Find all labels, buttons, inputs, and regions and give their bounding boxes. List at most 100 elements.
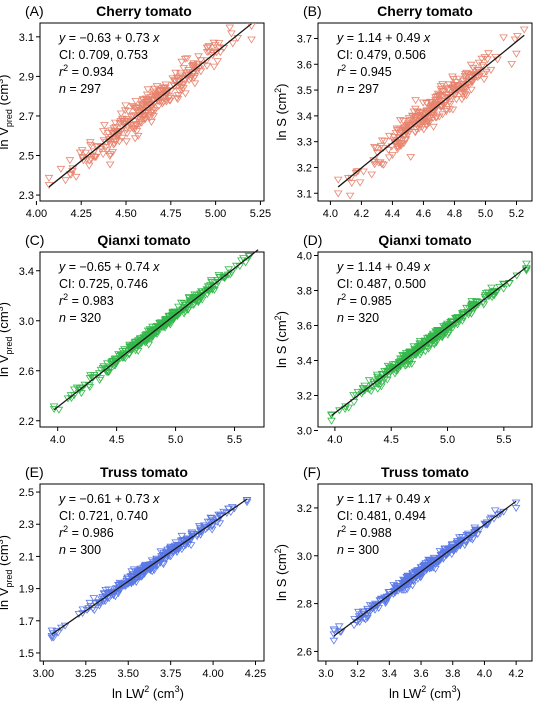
- data-point: [438, 552, 448, 559]
- data-point: [442, 108, 451, 116]
- data-point: [365, 602, 375, 610]
- panel-label: (B): [303, 3, 322, 19]
- y-axis-label: ln S (cm2): [273, 311, 289, 368]
- data-point: [349, 622, 359, 630]
- data-point: [433, 90, 443, 98]
- data-point: [247, 36, 256, 44]
- data-point: [399, 140, 409, 148]
- y-tick-label: 3.7: [297, 33, 312, 45]
- data-point: [202, 44, 212, 52]
- data-point: [166, 543, 176, 551]
- data-point: [380, 376, 389, 384]
- data-point: [177, 58, 187, 66]
- data-point: [457, 537, 467, 545]
- data-point: [122, 126, 132, 134]
- data-point: [49, 403, 59, 411]
- x-tick-label: 4.25: [245, 668, 266, 680]
- panel-title: Truss tomato: [381, 464, 469, 480]
- data-point: [412, 108, 422, 116]
- data-point: [467, 79, 477, 87]
- data-point: [54, 406, 64, 414]
- data-point: [345, 192, 355, 200]
- data-point: [173, 544, 182, 551]
- data-point: [427, 112, 436, 119]
- data-point: [168, 75, 178, 83]
- data-point: [65, 157, 75, 165]
- data-point: [431, 565, 440, 573]
- data-point: [179, 85, 188, 93]
- data-point: [215, 520, 225, 528]
- data-point: [429, 123, 438, 131]
- y-tick-label: 1.7: [19, 616, 34, 628]
- data-point: [95, 377, 104, 385]
- data-point: [467, 298, 477, 306]
- panel-label: (C): [25, 232, 44, 248]
- data-point: [165, 93, 175, 101]
- data-point: [152, 331, 162, 339]
- data-point: [84, 605, 93, 613]
- data-point: [333, 176, 343, 184]
- data-point: [75, 386, 85, 394]
- data-point: [159, 84, 169, 92]
- y-tick-label: 3.5: [297, 85, 312, 97]
- data-point: [422, 99, 431, 107]
- data-point: [381, 598, 391, 606]
- data-point: [411, 97, 420, 105]
- data-point: [479, 70, 489, 78]
- data-point: [180, 55, 190, 63]
- chart-panel-f: (F) Truss tomato 3.0 3.2 3.4 3.6 3.8 4.0 4.2 2.6 2…: [273, 464, 533, 680]
- data-point: [414, 113, 423, 121]
- data-point: [176, 72, 185, 80]
- x-tick-label: 3.00: [33, 668, 54, 680]
- data-point: [111, 137, 121, 145]
- data-point: [110, 355, 120, 363]
- data-point: [202, 286, 212, 294]
- x-tick-label: 4.0: [323, 208, 338, 220]
- data-point: [120, 107, 130, 115]
- y-tick-label: 3.1: [19, 32, 34, 44]
- y-tick-label: 3.2: [297, 162, 312, 174]
- data-point: [116, 110, 126, 118]
- data-point: [127, 124, 137, 132]
- data-point: [69, 386, 79, 394]
- y-tick-label: 2.3: [19, 190, 34, 202]
- data-point: [89, 607, 99, 615]
- data-point: [197, 527, 206, 535]
- data-point: [225, 24, 235, 32]
- data-point: [157, 100, 167, 108]
- data-point: [77, 384, 87, 392]
- data-point: [467, 310, 476, 318]
- data-point: [128, 112, 138, 120]
- data-point: [463, 530, 473, 538]
- data-point: [177, 532, 187, 540]
- data-point: [404, 115, 414, 123]
- y-axis-label: ln S (cm2): [273, 544, 289, 601]
- data-point: [146, 331, 155, 339]
- data-point: [107, 589, 117, 597]
- data-point: [144, 96, 154, 104]
- data-point: [206, 277, 216, 285]
- data-point: [100, 590, 110, 598]
- fit-line: [53, 249, 259, 411]
- data-point: [247, 23, 256, 30]
- data-point: [499, 34, 508, 42]
- data-point: [152, 555, 161, 563]
- data-point: [108, 149, 118, 157]
- x-tick-label: 3.4: [382, 668, 397, 680]
- y-tick-label: 3.0: [297, 426, 312, 438]
- y-tick-label: 3.4: [297, 111, 312, 123]
- data-point: [181, 90, 190, 98]
- y-tick-label: 3.1: [297, 188, 312, 200]
- data-point: [463, 309, 472, 316]
- data-point: [422, 108, 431, 116]
- data-point: [417, 111, 427, 119]
- x-tick-label: 3.6: [413, 668, 428, 680]
- data-point: [480, 292, 490, 300]
- y-axis-label: ln Vpred (cm3): [0, 74, 14, 149]
- data-point: [184, 77, 194, 84]
- data-point: [359, 615, 369, 623]
- data-point: [135, 106, 145, 114]
- data-point: [180, 308, 190, 316]
- x-tick-label: 3.25: [75, 668, 96, 680]
- data-point: [471, 527, 481, 535]
